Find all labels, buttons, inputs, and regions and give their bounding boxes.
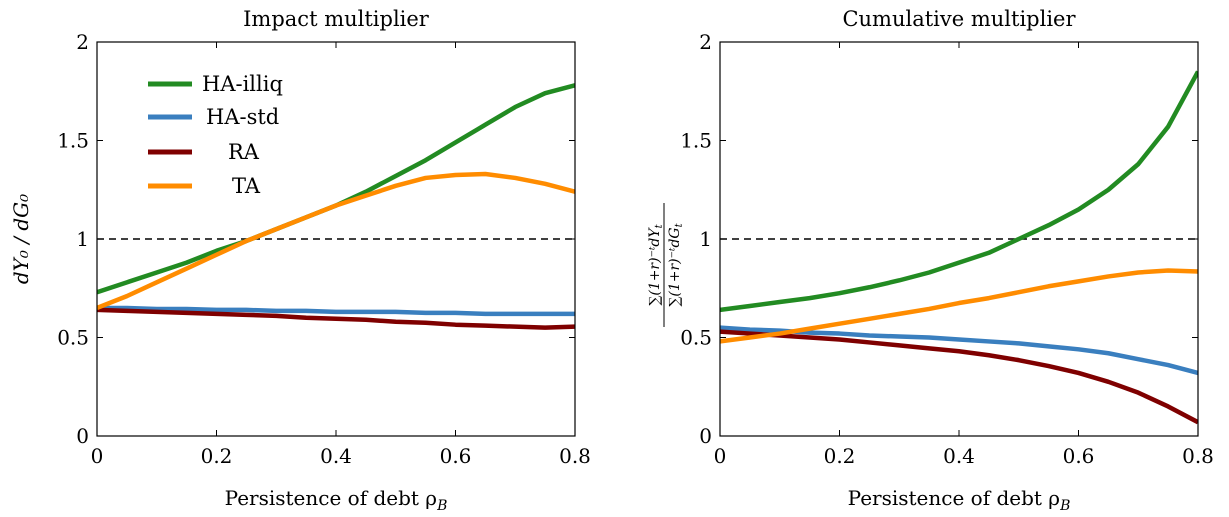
impact-multiplier-chart: Impact multiplier dY₀ / dG₀ 0 0.2 0.4 0.6 0.… (9, 7, 591, 514)
x-tick-label: 0.6 (440, 444, 472, 468)
x-tick-label: 0.2 (824, 444, 856, 468)
y-tick-label: 0 (699, 424, 712, 448)
y-axis-label: dY₀ / dG₀ (9, 194, 33, 284)
legend-label-ra: RA (228, 140, 260, 164)
chart-title: Cumulative multiplier (842, 7, 1076, 31)
plot-frame (96, 41, 576, 437)
series-line-ta (720, 268, 1198, 344)
plot-area: 0 0.2 0.4 0.6 0.8 0 0.5 1 1.5 2 (57, 30, 591, 468)
y-axis-label-text: dY₀ / dG₀ (9, 194, 33, 284)
y-axis-label-denominator: ∑(1+r)⁻ᵗdGt (667, 222, 685, 306)
series-line-ra (720, 329, 1198, 425)
x-tick-label: 0 (91, 444, 104, 468)
series-line-ha-std (97, 305, 575, 317)
x-axis-label: Persistence of debt ρB (225, 486, 448, 514)
y-tick-label: 1 (699, 227, 712, 251)
cumulative-multiplier-chart: Cumulative multiplier ∑(1+r)⁻ᵗdYt ∑(1+r)… (647, 7, 1214, 514)
legend-label-ha-std: HA-std (206, 105, 279, 129)
y-tick-label: 2 (699, 30, 712, 54)
y-tick-label: 0 (76, 424, 89, 448)
y-axis-label-numerator: ∑(1+r)⁻ᵗdYt (647, 223, 665, 305)
y-tick-label: 1.5 (680, 129, 712, 153)
y-tick-label: 0.5 (57, 326, 89, 350)
x-axis-label-subscript: B (436, 498, 447, 514)
series-line-ra (97, 307, 575, 330)
x-tick-label: 0.4 (320, 444, 352, 468)
legend: HA-illiq HA-std RA TA (148, 72, 283, 198)
y-tick-label: 0.5 (680, 326, 712, 350)
y-tick-label: 1 (76, 227, 89, 251)
x-axis-label-subscript: B (1059, 498, 1070, 514)
y-tick-label: 2 (76, 30, 89, 54)
x-axis-label: Persistence of debt ρB (848, 486, 1071, 514)
y-axis-label: ∑(1+r)⁻ᵗdYt ∑(1+r)⁻ᵗdGt (647, 203, 685, 327)
x-tick-label: 0.8 (1182, 444, 1214, 468)
x-axis-label-text: Persistence of debt ρ (848, 486, 1060, 510)
series-line-ha-illiq (720, 70, 1198, 313)
series-line-ta (97, 171, 575, 311)
y-tick-label: 1.5 (57, 129, 89, 153)
chart-title: Impact multiplier (243, 7, 430, 31)
x-tick-label: 0.8 (559, 444, 591, 468)
x-tick-label: 0.4 (943, 444, 975, 468)
legend-label-ha-illiq: HA-illiq (202, 72, 283, 96)
legend-label-ta: TA (232, 174, 261, 198)
x-axis-label-text: Persistence of debt ρ (225, 486, 437, 510)
plot-frame (719, 41, 1199, 437)
x-tick-label: 0 (714, 444, 727, 468)
x-tick-label: 0.2 (201, 444, 233, 468)
x-tick-label: 0.6 (1063, 444, 1095, 468)
plot-area: 0 0.2 0.4 0.6 0.8 0 0.5 1 1.5 2 (680, 30, 1214, 468)
